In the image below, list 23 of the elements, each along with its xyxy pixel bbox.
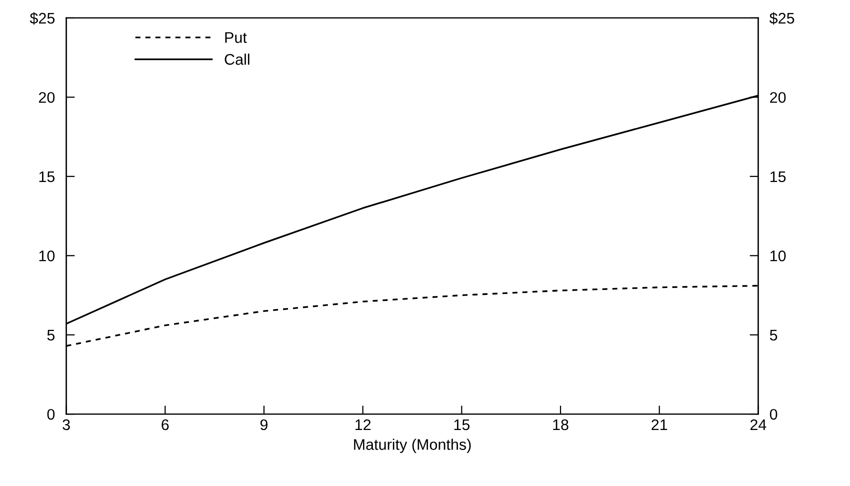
y2-tick-label: 10 xyxy=(770,250,786,262)
x-tick-label: 6 xyxy=(162,419,169,430)
legend-label: Call xyxy=(224,54,250,65)
y-tick-label: 10 xyxy=(39,250,55,262)
x-tick-label: 15 xyxy=(454,419,470,430)
y-tick-label: 5 xyxy=(47,330,55,341)
y-tick-label: 20 xyxy=(38,92,55,103)
x-tick-label: 9 xyxy=(260,419,268,430)
y-tick-label: 15 xyxy=(39,171,55,182)
y-tick-label: $25 xyxy=(30,12,55,25)
x-tick-label: 18 xyxy=(553,419,568,430)
x-axis-title: Maturity (Months) xyxy=(354,438,471,453)
x-tick-label: 21 xyxy=(652,419,668,430)
x-tick-label: 12 xyxy=(356,419,371,430)
y2-tick-label: 15 xyxy=(770,171,786,182)
x-tick-label: 24 xyxy=(750,419,766,430)
x-tick-label: 3 xyxy=(62,419,70,430)
y2-tick-label: 20 xyxy=(770,92,786,103)
y2-tick-label: $25 xyxy=(769,12,794,25)
y2-tick-label: 0 xyxy=(770,408,778,420)
y-tick-label: 0 xyxy=(47,408,55,420)
y2-tick-label: 5 xyxy=(770,330,778,341)
legend-label: Put xyxy=(225,32,247,43)
